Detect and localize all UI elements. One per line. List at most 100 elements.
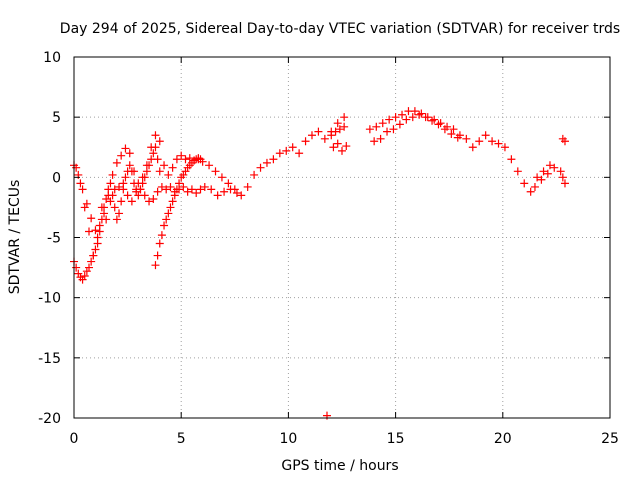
data-point: [108, 191, 117, 200]
data-point: [72, 163, 81, 172]
data-point: [560, 179, 569, 188]
data-point: [428, 116, 437, 125]
y-tick-label: -15: [38, 351, 61, 367]
data-point: [335, 125, 344, 134]
data-point: [138, 179, 147, 188]
data-point: [250, 170, 259, 179]
data-point: [95, 227, 104, 236]
data-point: [151, 261, 160, 270]
x-tick-label: 10: [279, 431, 297, 447]
data-point: [269, 155, 278, 164]
data-point: [421, 113, 430, 122]
data-point: [112, 215, 121, 224]
data-point: [168, 197, 177, 206]
data-point: [155, 137, 164, 146]
data-point: [172, 185, 181, 194]
data-point: [119, 185, 128, 194]
data-point: [142, 167, 151, 176]
data-point: [100, 203, 109, 212]
data-point: [468, 143, 477, 152]
data-point: [256, 163, 265, 172]
x-tick-label: 25: [601, 431, 619, 447]
data-point: [494, 139, 503, 148]
data-point: [78, 185, 87, 194]
data-point: [453, 133, 462, 142]
data-point: [558, 173, 567, 182]
x-tick-label: 20: [494, 431, 512, 447]
data-point: [91, 245, 100, 254]
data-point: [155, 167, 164, 176]
data-point: [153, 251, 162, 260]
data-point: [181, 155, 190, 164]
data-point: [205, 161, 214, 170]
data-point: [125, 149, 134, 158]
x-tick-label: 15: [387, 431, 405, 447]
data-point: [415, 110, 424, 119]
data-point: [200, 182, 209, 191]
data-point: [295, 149, 304, 158]
data-point: [145, 161, 154, 170]
data-point: [383, 127, 392, 136]
data-point: [166, 203, 175, 212]
data-point: [275, 149, 284, 158]
data-point: [500, 143, 509, 152]
data-point: [475, 137, 484, 146]
data-point: [556, 167, 565, 176]
data-point: [149, 149, 158, 158]
data-point: [329, 143, 338, 152]
data-point: [340, 122, 349, 131]
data-point: [85, 263, 94, 272]
data-point: [385, 115, 394, 124]
data-point: [340, 113, 349, 122]
y-tick-label: 5: [52, 110, 61, 126]
data-point: [160, 221, 169, 230]
data-point: [550, 163, 559, 172]
data-point: [365, 125, 374, 134]
data-point: [80, 272, 89, 281]
chart-title: Day 294 of 2025, Sidereal Day-to-day VTE…: [60, 21, 620, 37]
x-axis-title: GPS time / hours: [281, 458, 398, 474]
data-point: [153, 187, 162, 196]
data-point: [87, 257, 96, 266]
data-point: [398, 110, 407, 119]
data-point: [125, 161, 134, 170]
data-point: [162, 185, 171, 194]
data-point: [175, 179, 184, 188]
data-point: [370, 137, 379, 146]
x-tick-label: 5: [177, 431, 186, 447]
data-point: [155, 239, 164, 248]
data-point: [85, 227, 94, 236]
data-point: [314, 127, 323, 136]
data-point: [507, 155, 516, 164]
data-point: [168, 163, 177, 172]
data-point: [179, 182, 188, 191]
data-point: [207, 185, 216, 194]
data-points: [70, 107, 569, 420]
data-point: [307, 131, 316, 140]
data-point: [76, 179, 85, 188]
data-point: [151, 131, 160, 140]
data-point: [543, 169, 552, 178]
data-point: [408, 113, 417, 122]
y-tick-label: 0: [52, 170, 61, 186]
data-point: [106, 197, 115, 206]
data-point: [117, 151, 126, 160]
data-point: [560, 137, 569, 146]
data-point: [104, 185, 113, 194]
data-point: [488, 137, 497, 146]
data-point: [237, 191, 246, 200]
data-point: [220, 187, 229, 196]
data-point: [196, 185, 205, 194]
x-tick-label: 0: [70, 431, 79, 447]
data-point: [149, 194, 158, 203]
data-point: [462, 134, 471, 143]
data-point: [157, 231, 166, 240]
axis-ticks: 0 5 10 15 20 25 -20 -15 -10 -5 0 5 10: [38, 50, 619, 447]
y-tick-label: 10: [43, 50, 61, 66]
data-point: [115, 209, 124, 218]
data-point: [127, 167, 136, 176]
data-point: [376, 134, 385, 143]
data-point: [539, 167, 548, 176]
y-tick-label: -10: [38, 291, 61, 307]
